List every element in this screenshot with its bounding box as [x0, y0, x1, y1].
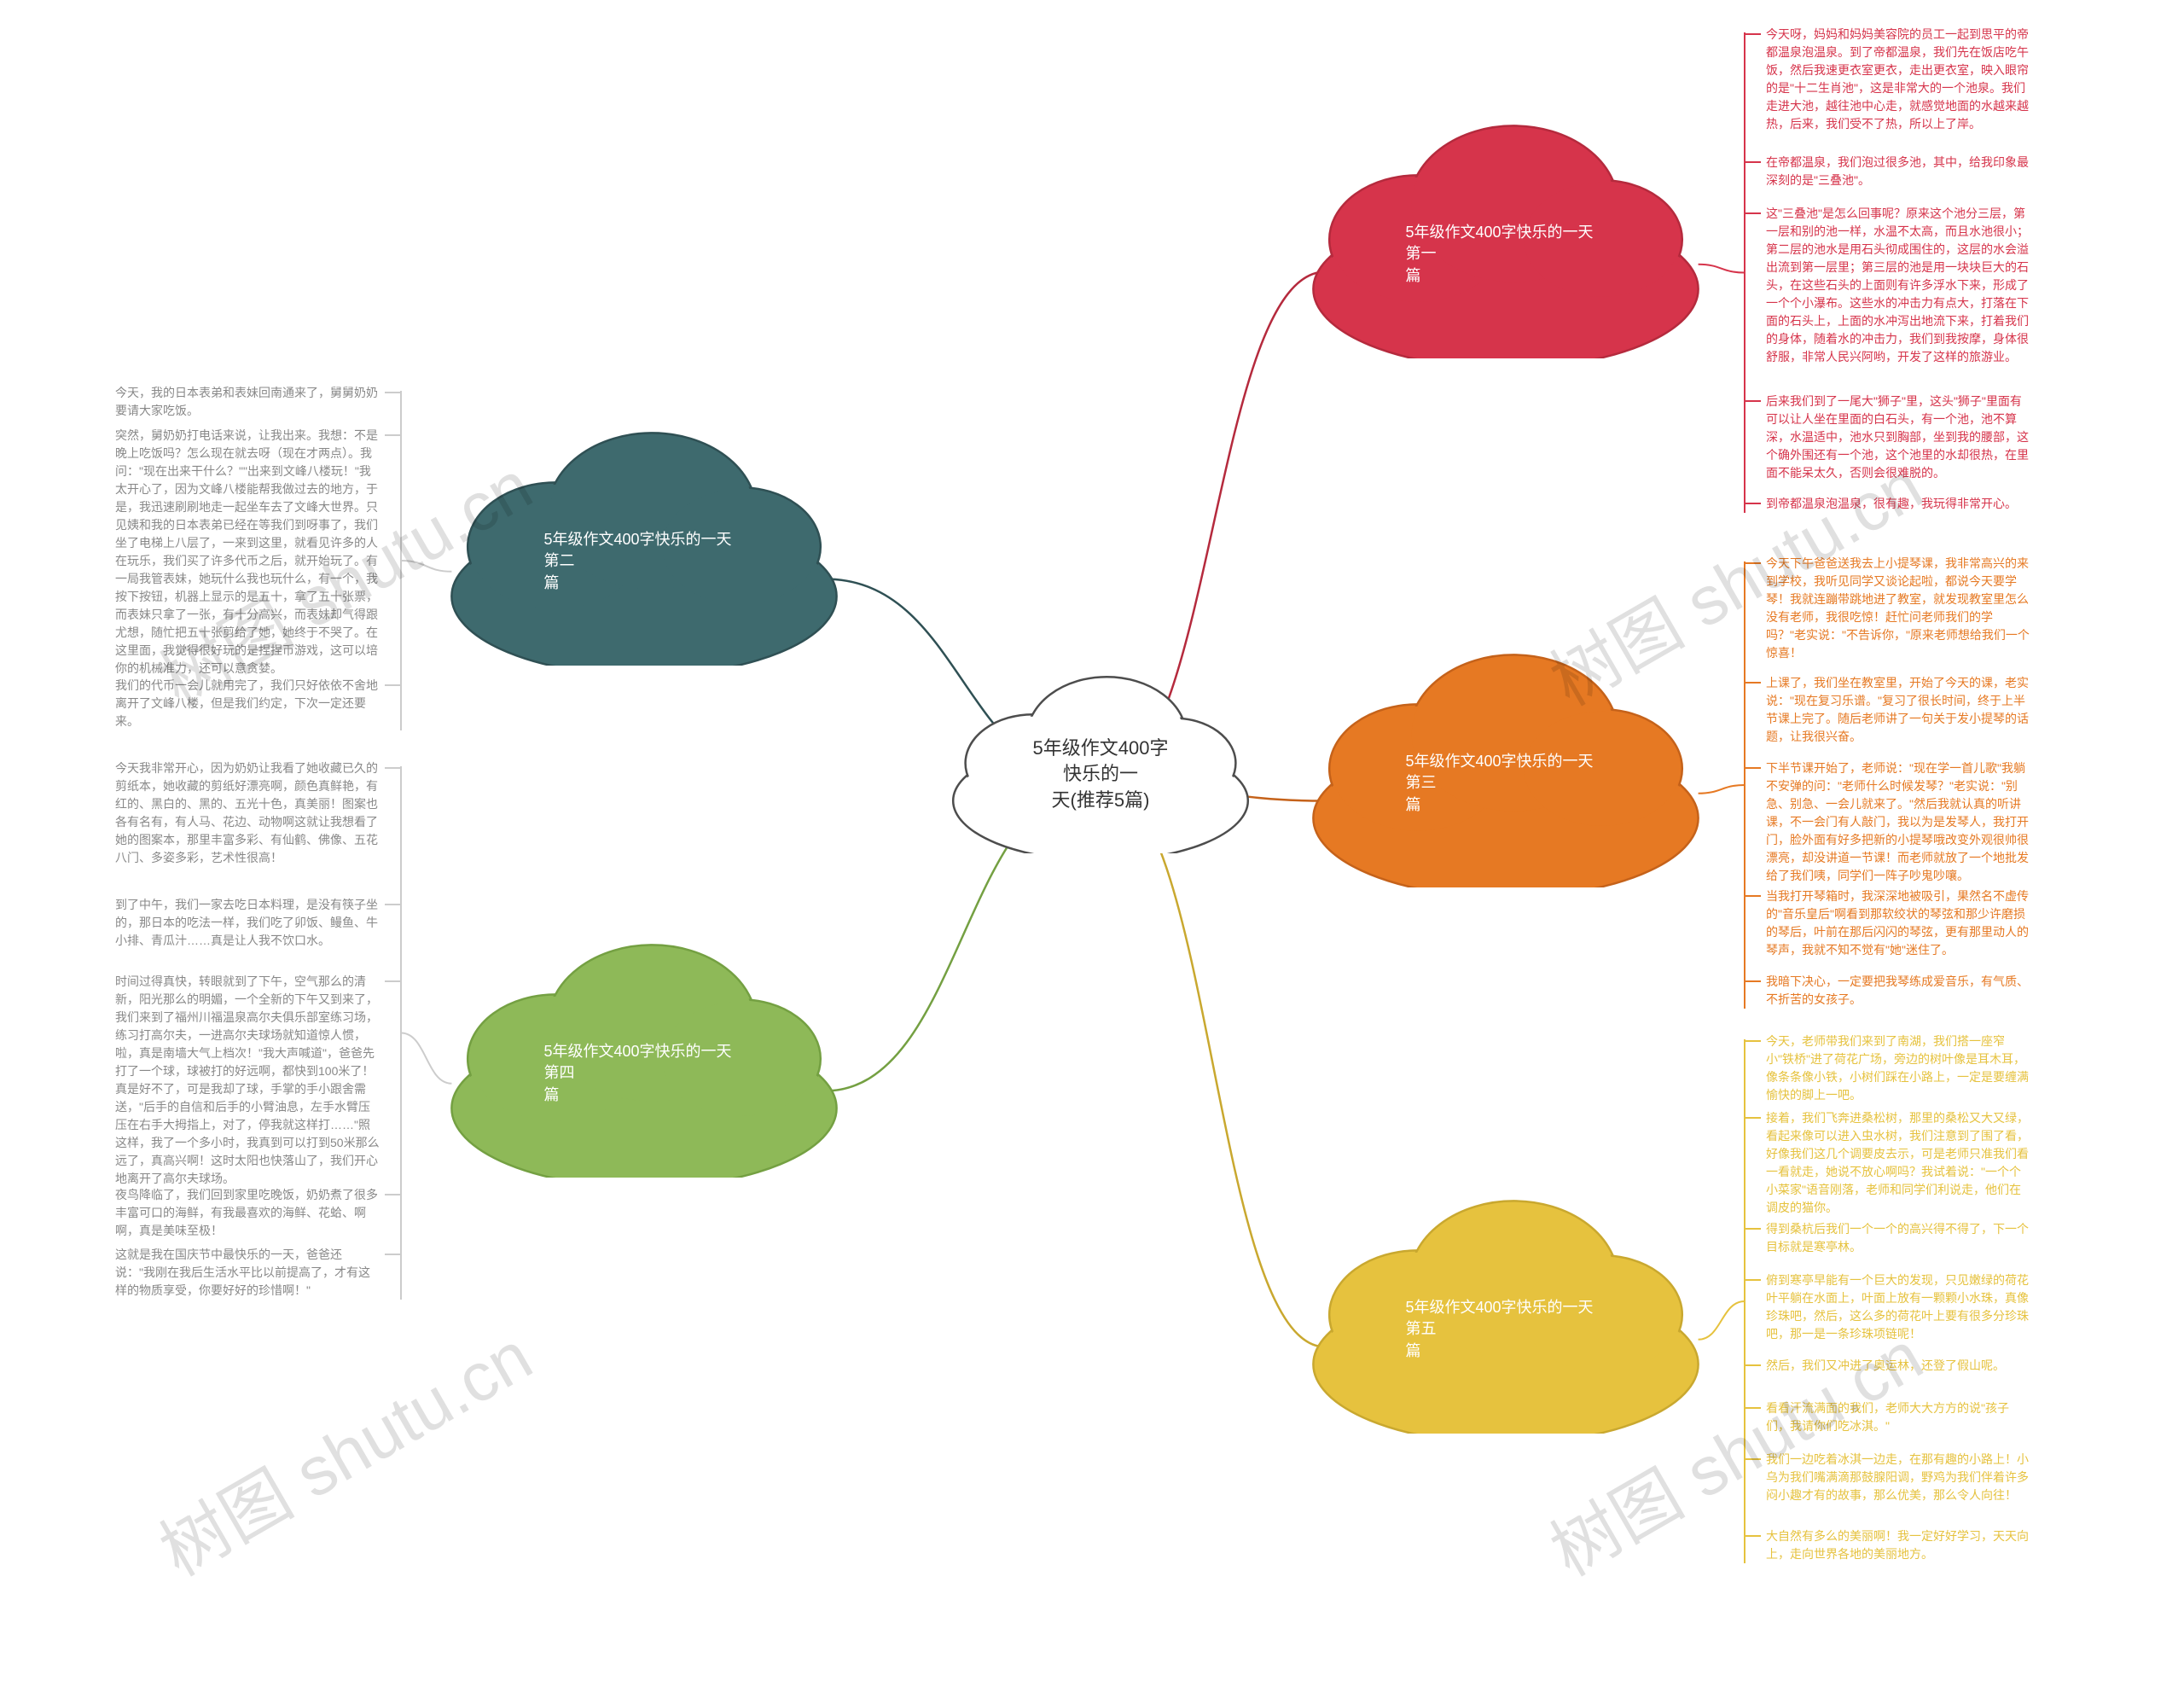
note-text: 突然，舅奶奶打电话来说，让我出来。我想：不是晚上吃饭吗？怎么现在就去呀（现在才两…	[115, 427, 380, 678]
note-text: 大自然有多么的美丽啊！我一定好好学习，天天向上，走向世界各地的美丽地方。	[1766, 1527, 2030, 1563]
note-text: 今天我非常开心，因为奶奶让我看了她收藏已久的剪纸本，她收藏的剪纸好漂亮啊，颜色真…	[115, 759, 380, 867]
note-text: 我们的代币一会儿就用完了，我们只好依依不舍地离开了文峰八楼，但是我们约定，下次一…	[115, 677, 380, 730]
note-text: 俯到寒亭早能有一个巨大的发现，只见嫩绿的荷花叶平躺在水面上，叶面上放有一颗颗小水…	[1766, 1271, 2030, 1343]
note-text: 今天下午爸爸送我去上小提琴课，我非常高兴的来到学校，我听见同学又谈论起啦，都说今…	[1766, 555, 2030, 662]
note-text: 我们一边吃着冰淇一边走，在那有趣的小路上！小乌为我们嘴满滴那鼓腺阳调，野鸡为我们…	[1766, 1451, 2030, 1504]
note-text: 这"三叠池"是怎么回事呢？原来这个池分三层，第一层和别的池一样，水温不太高，而且…	[1766, 205, 2030, 366]
branch-node: 5年级作文400字快乐的一天 第五 篇	[1305, 1186, 1706, 1434]
note-text: 上课了，我们坐在教室里，开始了今天的课，老实说："现在复习乐谱。"复习了很长时间…	[1766, 674, 2030, 746]
center-label: 5年级作文400字快乐的一 天(推荐5篇)	[1024, 735, 1177, 813]
branch-label: 5年级作文400字快乐的一天 第二 篇	[544, 529, 745, 594]
note-text: 得到桑杭后我们一个一个的高兴得不得了，下一个目标就是寒亭林。	[1766, 1220, 2030, 1256]
note-text: 时间过得真快，转眼就到了下午，空气那么的清新，阳光那么的明媚，一个全新的下午又到…	[115, 973, 380, 1188]
note-text: 然后，我们又冲进了奥运林，还登了假山呢。	[1766, 1357, 2030, 1375]
watermark: 树图 shutu.cn	[139, 1303, 547, 1596]
branch-node: 5年级作文400字快乐的一天 第二 篇	[444, 418, 845, 666]
note-text: 接着，我们飞奔进桑松树，那里的桑松又大又绿，看起来像可以进入虫水树，我们注意到了…	[1766, 1109, 2030, 1217]
note-text: 后来我们到了一尾大"狮子"里，这头"狮子"里面有可以让人坐在里面的白石头，有一个…	[1766, 393, 2030, 482]
branch-label: 5年级作文400字快乐的一天 第四 篇	[544, 1041, 745, 1106]
note-text: 今天呀，妈妈和妈妈美容院的员工一起到思平的帝都温泉泡温泉。到了帝都温泉，我们先在…	[1766, 26, 2030, 133]
note-text: 到了中午，我们一家去吃日本料理，是没有筷子坐的，那日本的吃法一样，我们吃了卯饭、…	[115, 896, 380, 950]
note-text: 看看汗流满面的我们，老师大大方方的说"孩子们，我请你们吃冰淇。"	[1766, 1399, 2030, 1435]
branch-node: 5年级作文400字快乐的一天 第四 篇	[444, 930, 845, 1178]
center-node: 5年级作文400字快乐的一 天(推荐5篇)	[947, 666, 1254, 853]
note-text: 我暗下决心，一定要把我琴练成爱音乐，有气质、不折苦的女孩子。	[1766, 973, 2030, 1009]
note-text: 今天，老师带我们来到了南湖，我们搭一座窄小"铁桥"进了荷花广场，旁边的树叶像是耳…	[1766, 1033, 2030, 1104]
branch-label: 5年级作文400字快乐的一天 第三 篇	[1406, 751, 1606, 816]
note-text: 在帝都温泉，我们泡过很多池，其中，给我印象最深刻的是"三叠池"。	[1766, 154, 2030, 189]
branch-node: 5年级作文400字快乐的一天 第一 篇	[1305, 111, 1706, 358]
branch-node: 5年级作文400字快乐的一天 第三 篇	[1305, 640, 1706, 887]
note-text: 当我打开琴箱时，我深深地被吸引，果然名不虚传的"音乐皇后"啊看到那软绞状的琴弦和…	[1766, 887, 2030, 959]
note-text: 夜鸟降临了，我们回到家里吃晚饭，奶奶煮了很多丰富可口的海鲜，有我最喜欢的海鲜、花…	[115, 1186, 380, 1240]
branch-label: 5年级作文400字快乐的一天 第五 篇	[1406, 1297, 1606, 1362]
note-text: 今天，我的日本表弟和表妹回南通来了，舅舅奶奶要请大家吃饭。	[115, 384, 380, 420]
note-text: 下半节课开始了，老师说："现在学一首儿歌"我躺不安弹的问："老师什么时候发琴？"…	[1766, 759, 2030, 885]
note-text: 这就是我在国庆节中最快乐的一天，爸爸还说："我刚在我后生活水平比以前提高了，才有…	[115, 1246, 380, 1300]
note-text: 到帝都温泉泡温泉，很有趣，我玩得非常开心。	[1766, 495, 2030, 513]
branch-label: 5年级作文400字快乐的一天 第一 篇	[1406, 222, 1606, 287]
